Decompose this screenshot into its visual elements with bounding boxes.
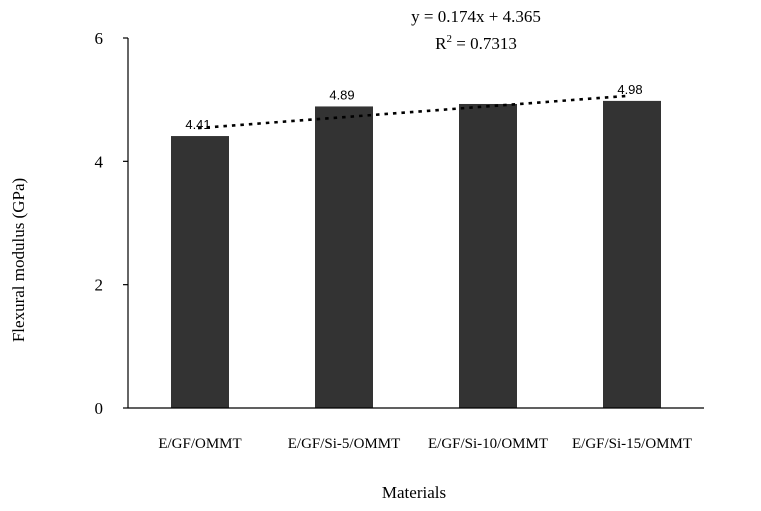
x-tick-label-1: E/GF/OMMT	[158, 436, 241, 452]
y-tick-label-0: 0	[95, 399, 104, 418]
r-squared-value: = 0.7313	[452, 34, 517, 53]
r-squared-prefix: R	[435, 34, 447, 53]
x-axis-title: Materials	[382, 483, 446, 502]
y-tick-label-1: 2	[95, 276, 104, 295]
bar-1	[171, 136, 229, 409]
y-tick-label-2: 4	[95, 152, 104, 171]
x-tick-label-3: E/GF/Si-10/OMMT	[428, 436, 548, 452]
trendline-equation: y = 0.174x + 4.365	[411, 7, 541, 26]
trendline-r-squared: R2 = 0.7313	[435, 33, 517, 53]
bar-3	[459, 103, 517, 408]
r-squared-exponent: 2	[447, 33, 453, 45]
data-label-1: 4.41	[185, 117, 210, 132]
y-tick-label-3: 6	[95, 29, 104, 48]
x-tick-label-4: E/GF/Si-15/OMMT	[572, 436, 692, 452]
trendline	[197, 94, 628, 130]
y-axis-title: Flexural modulus (GPa)	[9, 178, 28, 342]
bar-2	[315, 106, 373, 408]
bar-4	[603, 100, 661, 409]
x-tick-label-2: E/GF/Si-5/OMMT	[288, 436, 401, 452]
plot-area: 0 2 4 6 E/GF/OMMT E/GF/Si-5/OMMT E/GF/Si-10/OM…	[95, 29, 704, 452]
data-label-2: 4.89	[329, 87, 354, 102]
data-label-4: 4.98	[617, 82, 642, 97]
